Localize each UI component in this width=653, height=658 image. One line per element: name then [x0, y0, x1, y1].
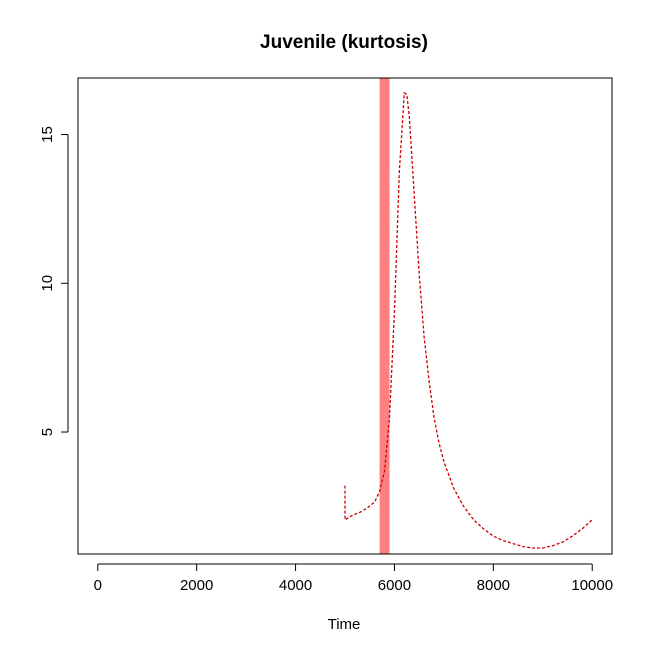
- x-tick-label-0: 0: [94, 577, 102, 594]
- series-line-0: [344, 91, 593, 549]
- x-tick-label-4000: 4000: [279, 577, 312, 594]
- x-tick-label-8000: 8000: [477, 577, 510, 594]
- chart-title: Juvenile (kurtosis): [260, 32, 428, 53]
- x-tick-label-2000: 2000: [180, 577, 213, 594]
- x-tick-label-6000: 6000: [378, 577, 411, 594]
- plot-frame: [77, 77, 613, 555]
- x-tick-label-10000: 10000: [571, 577, 613, 594]
- highlight-band: [379, 78, 390, 554]
- y-tick-label-5: 5: [39, 428, 56, 436]
- y-tick-label-10: 10: [39, 275, 56, 292]
- x-axis-label: Time: [328, 616, 361, 633]
- y-tick-label-15: 15: [39, 126, 56, 143]
- plot-layer: 0 2000 4000 6000 8000 10000 5 10 15: [39, 77, 613, 594]
